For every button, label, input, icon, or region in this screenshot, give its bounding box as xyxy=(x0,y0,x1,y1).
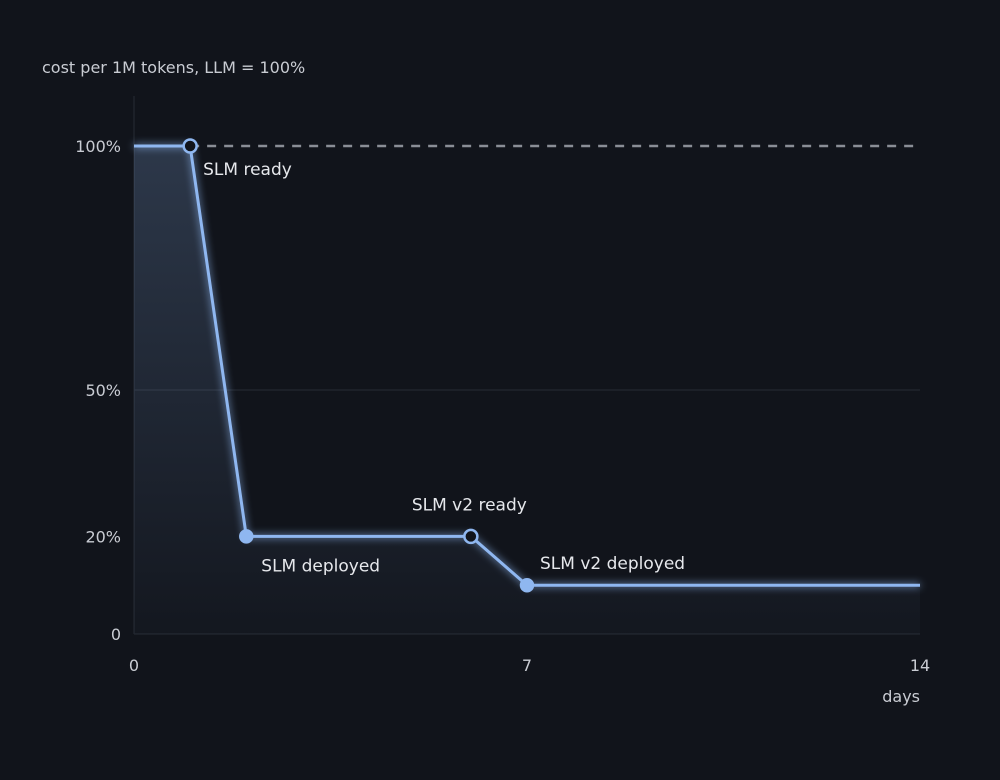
ticks: 0 20% 50% 100% 0 7 14 xyxy=(75,137,930,675)
y-axis-title: cost per 1M tokens, LLM = 100% xyxy=(42,58,305,77)
marker-2 xyxy=(463,528,479,545)
annotation-0: SLM ready xyxy=(203,160,292,180)
annotation-2: SLM v2 ready xyxy=(412,495,527,515)
x-axis-title: days xyxy=(882,687,920,706)
annotation-3: SLM v2 deployed xyxy=(540,554,685,574)
marker-3 xyxy=(519,577,535,593)
series-line xyxy=(134,144,920,587)
y-tick-label: 0 xyxy=(111,625,121,644)
marker-1 xyxy=(239,529,254,544)
x-tick-label: 7 xyxy=(522,656,532,675)
y-tick-label: 50% xyxy=(85,381,121,400)
markers xyxy=(182,138,535,593)
series-layer xyxy=(134,144,920,587)
marker-0 xyxy=(182,138,198,154)
y-tick-label: 100% xyxy=(75,137,121,156)
annotation-1: SLM deployed xyxy=(261,556,380,576)
x-tick-label: 0 xyxy=(129,656,139,675)
x-tick-label: 14 xyxy=(910,656,930,675)
annotations: SLM ready SLM deployed SLM v2 ready SLM v2 … xyxy=(203,160,685,576)
y-tick-label: 20% xyxy=(85,527,121,546)
